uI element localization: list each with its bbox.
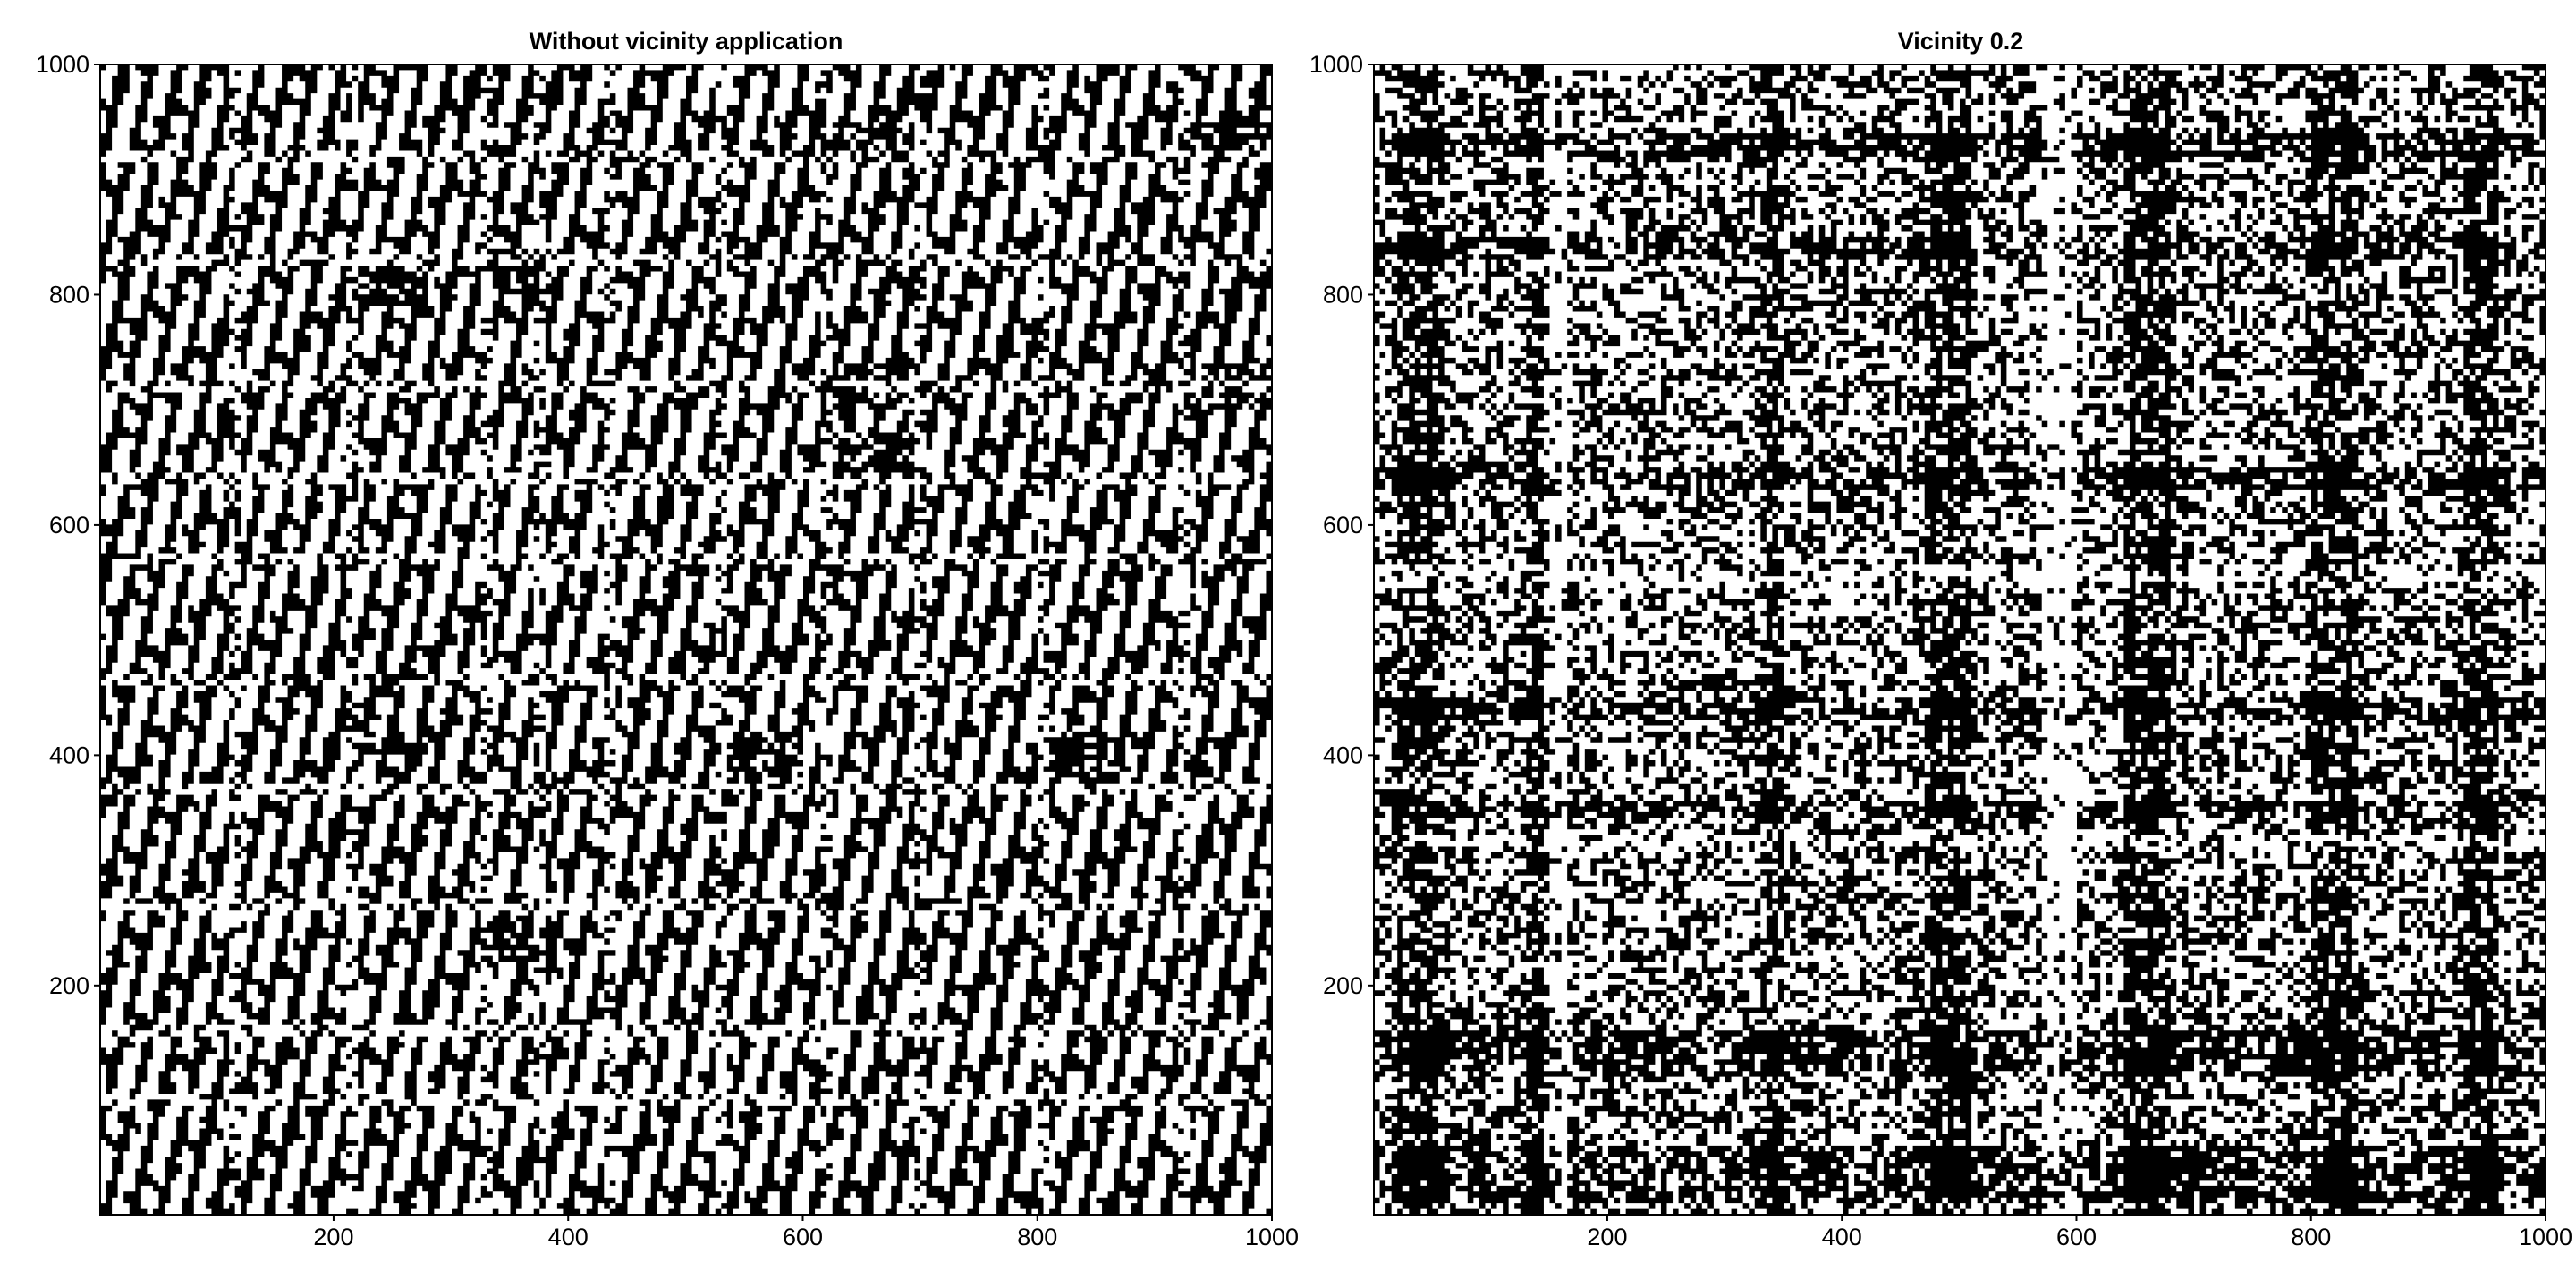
chart-vicinity-02: Vicinity 0.2 200 400 600 800 1000 200 400 600 8…: [1309, 28, 2572, 1250]
x-tick-label: 1000: [2519, 1224, 2572, 1250]
x-tick-label: 200: [1587, 1224, 1627, 1250]
y-tick-label: 600: [49, 512, 89, 538]
x-axis-ticks-left: 200 400 600 800 1000: [313, 1215, 1299, 1250]
x-tick-label: 400: [548, 1224, 589, 1250]
x-axis-ticks-right: 200 400 600 800 1000: [1587, 1215, 2572, 1250]
x-tick-label: 600: [2056, 1224, 2097, 1250]
x-tick-label: 800: [2291, 1224, 2331, 1250]
chart-title-without-vicinity: Without vicinity application: [530, 28, 843, 55]
y-axis-ticks-left: 200 400 600 800 1000: [36, 51, 100, 999]
plot-frame-right: [1373, 64, 2546, 1216]
y-tick-label: 1000: [1309, 51, 1363, 78]
y-tick-label: 800: [49, 281, 89, 308]
y-tick-label: 200: [1323, 972, 1363, 999]
x-tick-label: 200: [313, 1224, 353, 1250]
chart-without-vicinity: Without vicinity application 200 400 600 80…: [36, 28, 1299, 1250]
x-tick-label: 1000: [1245, 1224, 1299, 1250]
x-tick-label: 800: [1017, 1224, 1057, 1250]
plot-frame-left: [99, 64, 1273, 1216]
heatmap-recurrence-mark: [1374, 64, 2546, 1215]
y-tick-label: 1000: [36, 51, 89, 78]
heatmap-cells-left: [100, 64, 1272, 1215]
chart-title-vicinity: Vicinity 0.2: [1898, 28, 2024, 55]
x-tick-label: 600: [783, 1224, 823, 1250]
x-tick-label: 400: [1822, 1224, 1862, 1250]
y-tick-label: 400: [49, 741, 89, 768]
y-axis-ticks-right: 200 400 600 800 1000: [1309, 51, 1374, 999]
y-tick-label: 800: [1323, 281, 1363, 308]
y-tick-label: 600: [1323, 512, 1363, 538]
heatmap-recurrence-mark: [100, 64, 1272, 1215]
y-tick-label: 400: [1323, 741, 1363, 768]
y-tick-label: 200: [49, 972, 89, 999]
heatmap-cells-right: [1374, 64, 2546, 1215]
